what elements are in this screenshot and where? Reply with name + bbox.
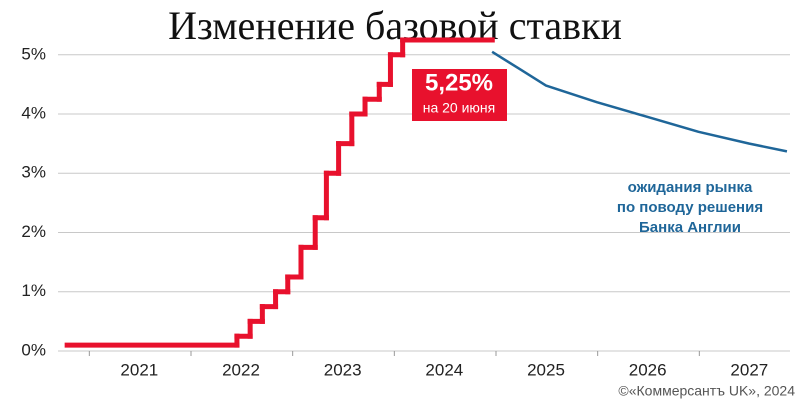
x-tick-label: 2024 [425,360,463,379]
annotation: Банка Англии [639,219,741,236]
y-tick-label: 1% [21,281,46,300]
annotation: ожидания рынка [628,179,753,196]
annotation: по поводу решения [617,199,763,216]
x-tick-label: 2025 [527,360,565,379]
x-tick-label: 2027 [730,360,768,379]
credit: ©«Коммерсантъ UK», 2024 [618,383,795,399]
callout-box [412,69,507,121]
callout-date: на 20 июня [423,100,496,116]
x-tick-label: 2021 [120,360,158,379]
y-tick-label: 5% [21,44,46,63]
plot [64,37,788,348]
y-tick-label: 3% [21,163,46,182]
chart-title: Изменение базовой ставки [168,3,622,48]
y-tick-label: 0% [21,340,46,359]
x-tick-label: 2022 [222,360,260,379]
x-tick-label: 2023 [324,360,362,379]
x-tick-label: 2026 [629,360,667,379]
grid: 0% 1% 2% 3% 4% 5% 2021 2022 2023 2024 2025 2026 2027 [21,44,790,379]
y-tick-label: 4% [21,104,46,123]
callout-value: 5,25% [425,69,493,96]
y-tick-label: 2% [21,222,46,241]
forecast-line [491,50,788,153]
